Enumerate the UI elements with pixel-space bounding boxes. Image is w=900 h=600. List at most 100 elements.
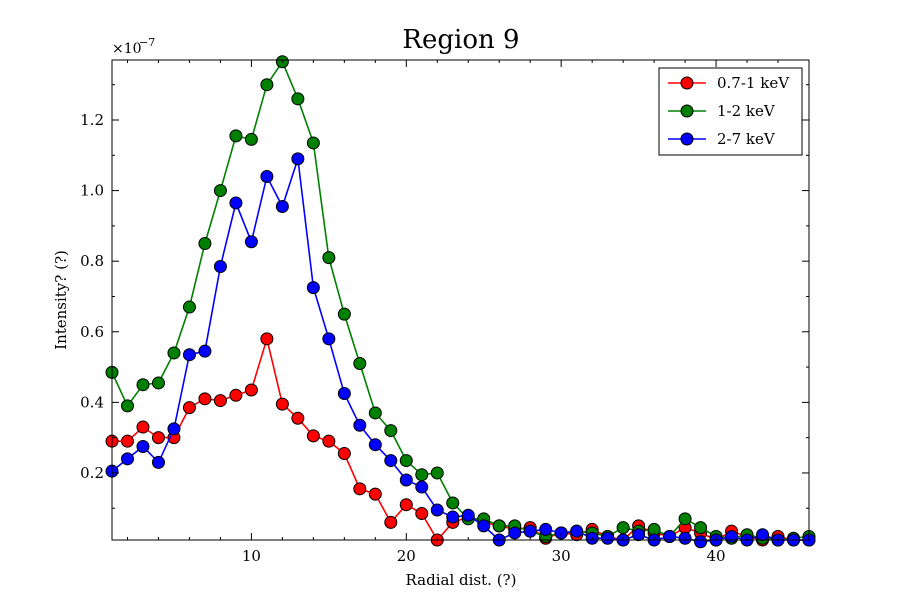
data-point [337, 307, 351, 321]
data-point [275, 397, 289, 411]
data-point [353, 357, 367, 371]
data-point [229, 129, 243, 143]
data-point [694, 521, 708, 535]
data-point [539, 522, 553, 536]
data-point [229, 196, 243, 210]
data-point [415, 507, 429, 521]
data-point [601, 531, 615, 545]
data-point [198, 392, 212, 406]
data-point [415, 480, 429, 494]
data-point [368, 487, 382, 501]
data-point [306, 429, 320, 443]
data-point [663, 529, 677, 543]
x-axis: 10 20 30 40 [126, 60, 810, 565]
data-point [151, 431, 165, 445]
legend-item-1: 1-2 keV [668, 102, 776, 120]
data-point [244, 235, 258, 249]
data-point [136, 378, 150, 392]
data-point [136, 420, 150, 434]
data-point [151, 455, 165, 469]
legend-marker [680, 76, 694, 90]
legend-label: 0.7-1 keV [717, 74, 790, 92]
data-point [446, 510, 460, 524]
chart-title: Region 9 [402, 25, 519, 55]
data-point [291, 411, 305, 425]
data-point [213, 259, 227, 273]
legend-marker [680, 132, 694, 146]
data-point [291, 92, 305, 106]
x-tick-label: 10 [242, 547, 261, 565]
data-point [120, 452, 134, 466]
data-point [570, 524, 584, 538]
y-tick-label: 0.2 [80, 464, 104, 482]
data-point [182, 300, 196, 314]
data-point [384, 515, 398, 529]
y-scale-exponent: ×10 −7 [112, 36, 155, 57]
data-point [120, 434, 134, 448]
legend-label: 2-7 keV [717, 130, 776, 148]
data-point [322, 434, 336, 448]
data-point [198, 237, 212, 251]
data-point [244, 383, 258, 397]
y-tick-label: 0.8 [80, 252, 104, 270]
data-point [167, 346, 181, 360]
data-point [384, 454, 398, 468]
data-point [523, 524, 537, 538]
data-point [508, 526, 522, 540]
data-point [260, 332, 274, 346]
data-point [430, 503, 444, 517]
series-line-2 [111, 158, 809, 543]
data-point [368, 438, 382, 452]
data-point [322, 251, 336, 265]
data-point [399, 454, 413, 468]
data-point [182, 348, 196, 362]
data-point [446, 496, 460, 510]
data-point [260, 78, 274, 92]
data-point [291, 152, 305, 166]
data-point [198, 344, 212, 358]
data-point [756, 528, 770, 542]
plot-frame [111, 59, 810, 541]
y-scale-exponent-power: −7 [139, 36, 155, 49]
series-line-0 [112, 335, 809, 542]
legend-item-0: 0.7-1 keV [668, 74, 790, 92]
x-tick-label: 30 [552, 547, 571, 565]
y-tick-label: 1.0 [80, 182, 104, 200]
data-point [616, 521, 630, 535]
data-point [725, 529, 739, 543]
legend: 0.7-1 keV 1-2 keV 2-7 keV [658, 67, 803, 156]
data-point [260, 169, 274, 183]
data-point [306, 136, 320, 150]
data-point [368, 406, 382, 420]
data-point [384, 424, 398, 438]
data-point [306, 281, 320, 295]
data-point [492, 519, 506, 533]
data-point [415, 468, 429, 482]
legend-marker [680, 104, 694, 118]
y-axis-label: Intensity? (?) [52, 250, 70, 350]
data-point [275, 199, 289, 213]
x-axis-label: Radial dist. (?) [406, 571, 517, 589]
data-point [694, 535, 708, 549]
data-point [477, 519, 491, 533]
series-0 [105, 332, 816, 547]
data-point [120, 399, 134, 413]
x-tick-label: 40 [707, 547, 726, 565]
data-point [399, 498, 413, 512]
data-point [399, 473, 413, 487]
data-point [213, 184, 227, 198]
data-point [430, 466, 444, 480]
data-point [353, 418, 367, 432]
data-point [182, 401, 196, 415]
data-point [167, 422, 181, 436]
y-tick-label: 0.4 [80, 393, 104, 411]
y-tick-label: 0.6 [80, 323, 104, 341]
data-point [337, 387, 351, 401]
legend-label: 1-2 keV [717, 102, 776, 120]
y-tick-label: 1.2 [80, 111, 104, 129]
data-point [244, 132, 258, 146]
data-point [136, 439, 150, 453]
y-scale-exponent-base: ×10 [112, 41, 142, 57]
data-point [632, 528, 646, 542]
x-tick-label: 20 [397, 547, 416, 565]
